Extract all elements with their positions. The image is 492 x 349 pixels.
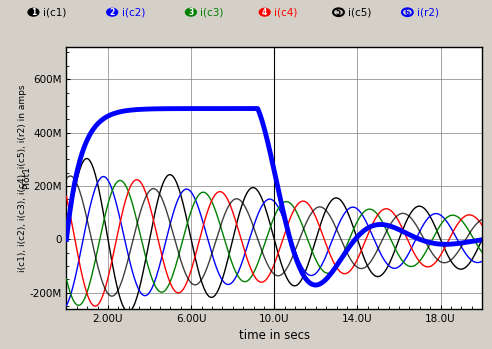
Text: 3: 3 bbox=[188, 8, 193, 17]
Text: 5: 5 bbox=[336, 8, 341, 17]
Text: i(c5): i(c5) bbox=[348, 7, 371, 17]
Text: 4: 4 bbox=[262, 8, 267, 17]
Y-axis label: i(c1), i(c2), i(c3), i(c4), i(c5), i(r2) in amps: i(c1), i(c2), i(c3), i(c4), i(c5), i(r2)… bbox=[18, 84, 27, 272]
Text: i(c3): i(c3) bbox=[200, 7, 224, 17]
Text: 1: 1 bbox=[31, 8, 36, 17]
Text: 6: 6 bbox=[405, 8, 410, 17]
Text: i(c1): i(c1) bbox=[43, 7, 66, 17]
Text: i(c2): i(c2) bbox=[122, 7, 145, 17]
X-axis label: time in secs: time in secs bbox=[239, 329, 310, 342]
Text: Plot1: Plot1 bbox=[23, 166, 31, 190]
Text: 2: 2 bbox=[110, 8, 115, 17]
Text: i(c4): i(c4) bbox=[274, 7, 298, 17]
Text: i(r2): i(r2) bbox=[417, 7, 439, 17]
